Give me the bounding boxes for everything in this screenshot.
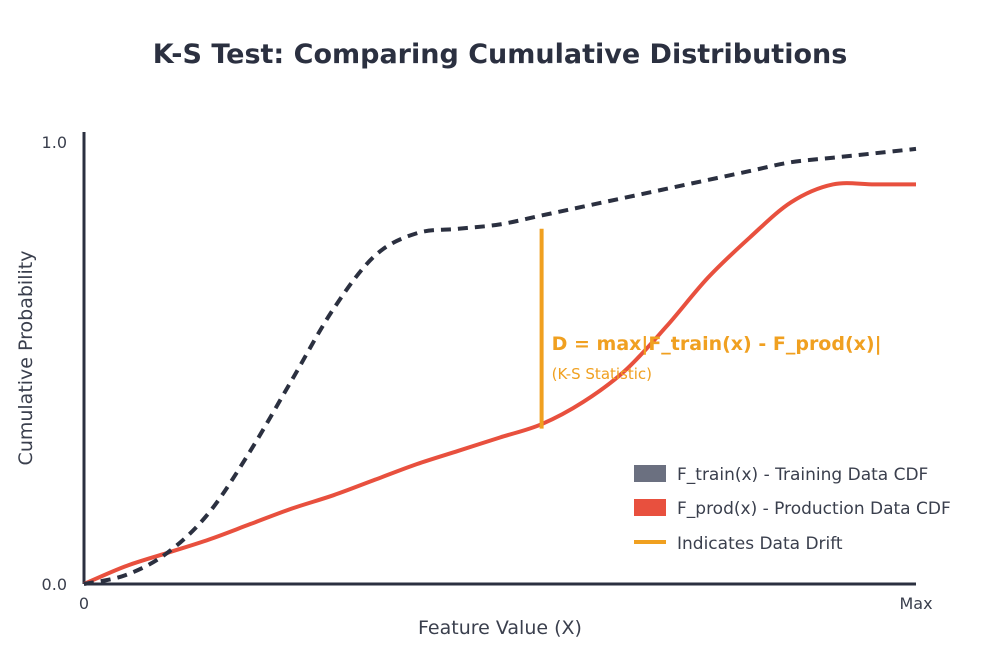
legend-label-drift: Indicates Data Drift: [677, 534, 843, 554]
legend-label-prod: F_prod(x) - Production Data CDF: [677, 499, 951, 519]
y-tick-bottom: 0.0: [42, 575, 67, 594]
y-tick-top: 1.0: [42, 133, 67, 152]
y-axis-label: Cumulative Probability: [15, 251, 37, 466]
legend-swatch-drift: [634, 540, 666, 544]
legend-swatch-prod: [634, 499, 666, 516]
legend: F_train(x) - Training Data CDF F_prod(x)…: [634, 465, 951, 554]
ks-statistic-label: D = max|F_train(x) - F_prod(x)|: [552, 333, 882, 355]
legend-swatch-train: [634, 465, 666, 482]
x-axis-label: Feature Value (X): [418, 617, 582, 639]
chart-title: K-S Test: Comparing Cumulative Distribut…: [153, 39, 848, 70]
ks-statistic-sublabel: (K-S Statistic): [552, 365, 652, 383]
series-line-train: [83, 146, 917, 586]
x-tick-left: 0: [79, 594, 89, 613]
series-line-prod: [83, 181, 916, 586]
legend-label-train: F_train(x) - Training Data CDF: [677, 465, 928, 485]
x-tick-right: Max: [899, 594, 932, 613]
